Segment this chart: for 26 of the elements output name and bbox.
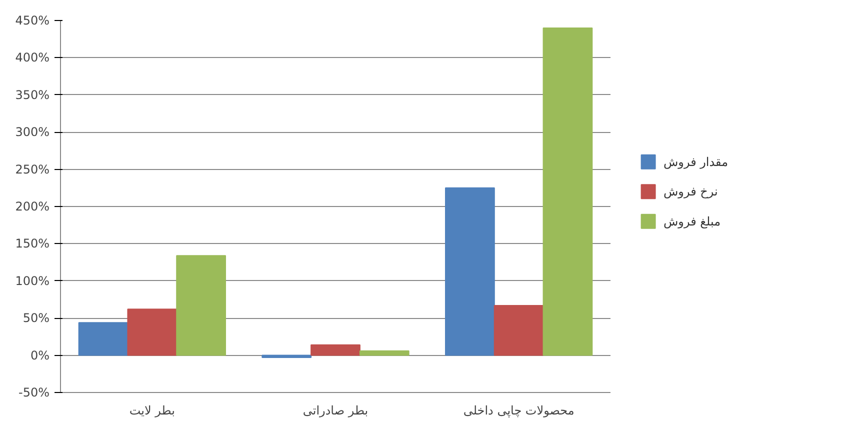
legend-label: نرخ فروش (664, 184, 718, 199)
y-tick-label: 350% (15, 88, 50, 102)
y-tick-label: 450% (15, 14, 50, 28)
y-tick-label: 200% (15, 200, 50, 214)
x-tick-label: بطر صادراتی (302, 404, 368, 418)
legend-label: مبلغ فروش (664, 214, 721, 228)
y-tick-label: 400% (15, 50, 50, 65)
x-tick-label: بطر لایت (129, 404, 175, 418)
y-tick-label: 250% (15, 162, 50, 176)
bar (359, 350, 410, 356)
legend-label: مقدار فروش (664, 154, 728, 169)
bar (445, 187, 495, 356)
y-tick-label: -50% (18, 386, 50, 400)
x-tick-label: محصولات چاپی داخلی (463, 404, 574, 418)
bar (310, 344, 360, 356)
y-tick-label: 0% (30, 348, 50, 362)
y-tick-label: 300% (15, 125, 50, 140)
bar (127, 308, 178, 356)
y-tick-label: 100% (15, 274, 50, 288)
bar (494, 304, 544, 356)
bar (262, 354, 312, 358)
y-tick-label: 150% (15, 236, 50, 251)
bar (176, 255, 226, 356)
bar (542, 27, 593, 356)
y-tick-label: 50% (22, 311, 50, 326)
bar (78, 322, 128, 356)
